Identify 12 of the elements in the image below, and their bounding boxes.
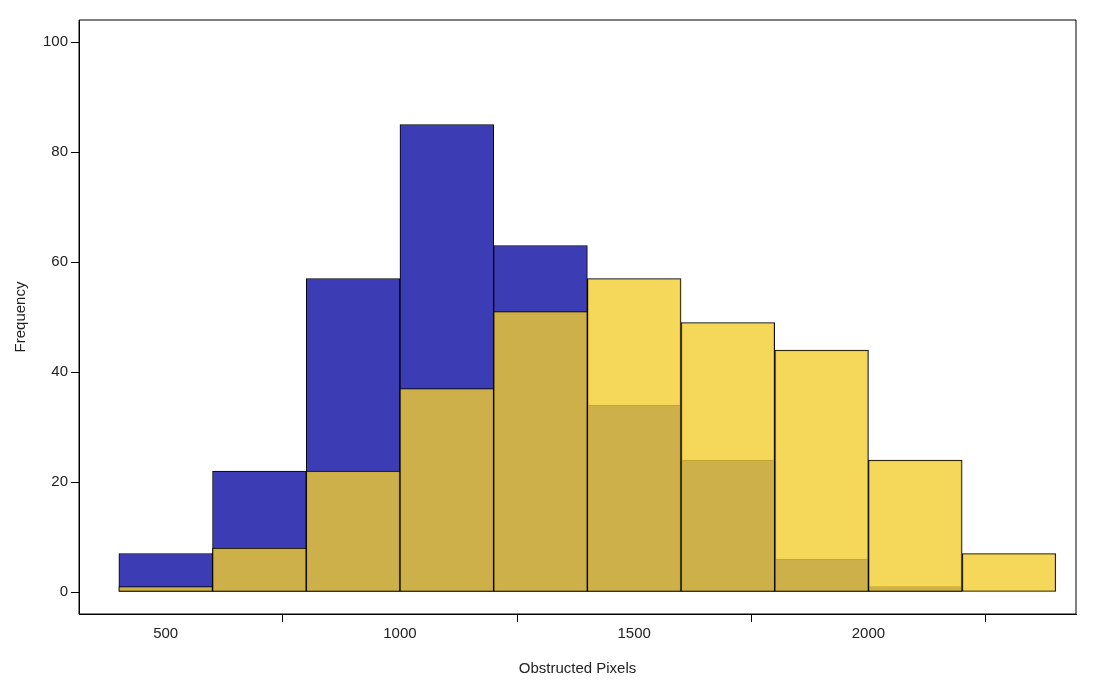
x-tick-label: 1000 <box>383 624 417 642</box>
y-tick-label: 20 <box>51 472 69 490</box>
x-tick-label: 1500 <box>617 624 651 642</box>
y-axis-title: Frequency <box>11 281 29 353</box>
x-tick-label: 500 <box>153 624 179 642</box>
x-tick-label: 2000 <box>851 624 886 642</box>
y-tick-label: 60 <box>51 252 69 270</box>
y-tick-label: 100 <box>43 32 69 50</box>
y-tick-label: 80 <box>51 142 69 160</box>
y-tick-label: 40 <box>51 362 69 380</box>
x-axis-title: Obstructed Pixels <box>518 659 637 677</box>
y-tick-label: 0 <box>59 582 69 600</box>
